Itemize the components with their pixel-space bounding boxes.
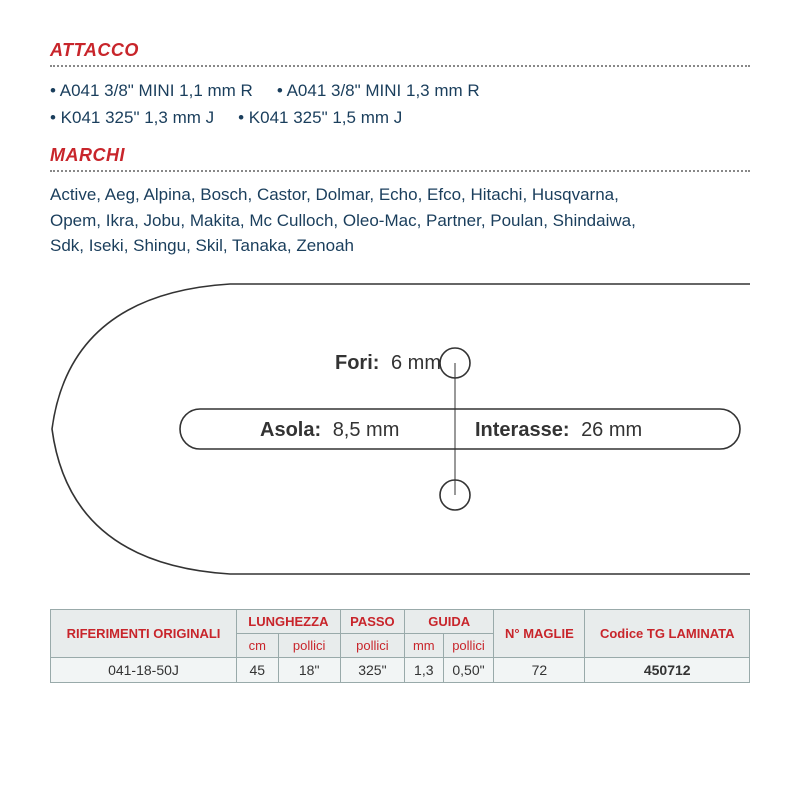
cell-mm: 1,3 bbox=[404, 657, 443, 682]
col-maglie: N° MAGLIE bbox=[494, 609, 585, 657]
fori-label-val: 6 mm bbox=[391, 352, 441, 374]
marchi-title: MARCHI bbox=[50, 145, 750, 166]
attacco-item: • A041 3/8" MINI 1,3 mm R bbox=[277, 77, 480, 104]
cell-rif: 041-18-50J bbox=[51, 657, 237, 682]
divider bbox=[50, 170, 750, 172]
cell-codice: 450712 bbox=[585, 657, 750, 682]
col-mm: mm bbox=[404, 633, 443, 657]
diagram-svg: Fori: 6 mm Asola: 8,5 mm Interasse: 26 m… bbox=[50, 279, 750, 579]
col-riferimenti: RIFERIMENTI ORIGINALI bbox=[51, 609, 237, 657]
divider bbox=[50, 65, 750, 67]
table-header-top: RIFERIMENTI ORIGINALI LUNGHEZZA PASSO GU… bbox=[51, 609, 750, 633]
fori-label-key: Fori: bbox=[335, 352, 379, 374]
interasse-label: Interasse: 26 mm bbox=[475, 419, 642, 441]
spec-table: RIFERIMENTI ORIGINALI LUNGHEZZA PASSO GU… bbox=[50, 609, 750, 683]
asola-label: Asola: 8,5 mm bbox=[260, 419, 399, 441]
col-codice: Codice TG LAMINATA bbox=[585, 609, 750, 657]
col-guida: GUIDA bbox=[404, 609, 493, 633]
cell-cm: 45 bbox=[236, 657, 278, 682]
col-pollici-passo: pollici bbox=[340, 633, 404, 657]
interasse-label-val: 26 mm bbox=[581, 419, 642, 441]
col-cm: cm bbox=[236, 633, 278, 657]
asola-label-key: Asola: bbox=[260, 419, 321, 441]
fori-label: Fori: 6 mm bbox=[335, 352, 441, 374]
cell-maglie: 72 bbox=[494, 657, 585, 682]
cell-pollici-guida: 0,50" bbox=[443, 657, 494, 682]
bar-outline bbox=[52, 284, 750, 574]
cell-pollici-len: 18" bbox=[278, 657, 340, 682]
marchi-text: Active, Aeg, Alpina, Bosch, Castor, Dolm… bbox=[50, 182, 650, 259]
col-passo: PASSO bbox=[340, 609, 404, 633]
col-pollici-len: pollici bbox=[278, 633, 340, 657]
attacco-list: • A041 3/8" MINI 1,1 mm R • A041 3/8" MI… bbox=[50, 77, 750, 131]
cell-passo: 325" bbox=[340, 657, 404, 682]
attacco-item: • K041 325" 1,3 mm J bbox=[50, 104, 214, 131]
attacco-item: • K041 325" 1,5 mm J bbox=[238, 104, 402, 131]
interasse-label-key: Interasse: bbox=[475, 419, 570, 441]
table-row: 041-18-50J 45 18" 325" 1,3 0,50" 72 4507… bbox=[51, 657, 750, 682]
col-pollici-guida: pollici bbox=[443, 633, 494, 657]
col-lunghezza: LUNGHEZZA bbox=[236, 609, 340, 633]
mount-diagram: Fori: 6 mm Asola: 8,5 mm Interasse: 26 m… bbox=[50, 279, 750, 579]
attacco-title: ATTACCO bbox=[50, 40, 750, 61]
attacco-item: • A041 3/8" MINI 1,1 mm R bbox=[50, 77, 253, 104]
asola-label-val: 8,5 mm bbox=[333, 419, 400, 441]
